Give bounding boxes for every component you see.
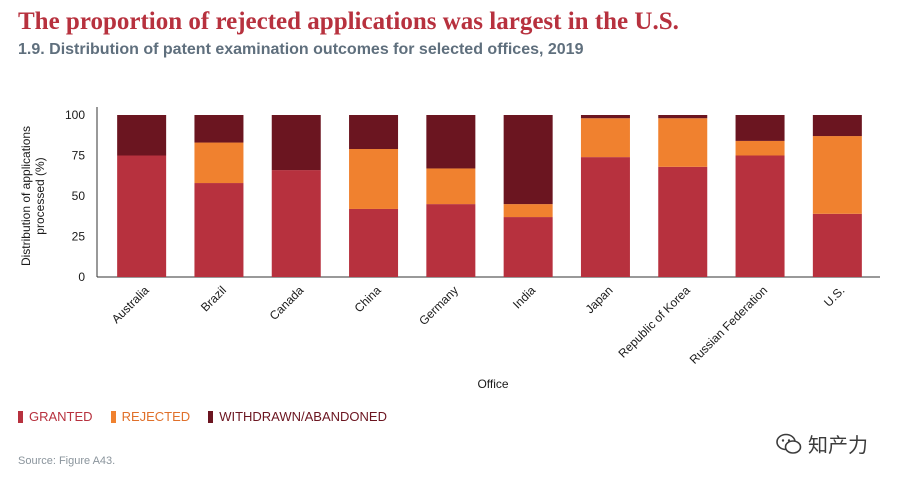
x-axis-label: Office	[477, 377, 508, 391]
legend-item-rejected: REJECTED	[110, 409, 191, 424]
x-tick-label-india: India	[510, 283, 539, 312]
y-tick-label-100: 100	[65, 108, 85, 122]
bar-japan-withdrawn-abandoned	[580, 115, 630, 119]
x-tick-label-china: China	[352, 283, 384, 315]
bar-u-s-withdrawn-abandoned	[812, 115, 862, 137]
source-note: Source: Figure A43.	[18, 455, 116, 467]
bar-brazil-withdrawn-abandoned	[194, 115, 244, 143]
x-tick-label-brazil: Brazil	[198, 283, 229, 314]
bar-japan-granted	[580, 157, 630, 277]
bar-germany-rejected	[426, 168, 476, 205]
bar-u-s-granted	[812, 213, 862, 277]
bar-republic-of-korea-granted	[658, 166, 708, 277]
bar-china-withdrawn-abandoned	[349, 115, 399, 150]
bar-india-granted	[503, 217, 553, 277]
y-axis-label-line2: processed (%)	[33, 157, 47, 234]
bar-india-rejected	[503, 204, 553, 218]
bar-u-s-rejected	[812, 136, 862, 214]
watermark: 知产力	[776, 429, 868, 458]
legend-swatch-rejected	[110, 410, 116, 423]
legend-label-granted: GRANTED	[29, 409, 93, 424]
bar-germany-granted	[426, 204, 476, 277]
legend-swatch-withdrawn	[208, 410, 214, 423]
chart-headline: The proportion of rejected applications …	[18, 8, 679, 35]
x-tick-label-japan: Japan	[583, 283, 616, 316]
x-tick-label-u-s: U.S.	[821, 283, 847, 309]
bar-germany-withdrawn-abandoned	[426, 115, 476, 169]
bar-canada-withdrawn-abandoned	[271, 115, 321, 171]
y-axis-label-line1: Distribution of applications	[19, 126, 33, 266]
bar-russian-federation-withdrawn-abandoned	[735, 115, 785, 141]
bar-brazil-rejected	[194, 142, 244, 184]
y-tick-label-25: 25	[72, 230, 86, 244]
wechat-icon	[776, 433, 802, 454]
x-tick-label-canada: Canada	[267, 283, 307, 323]
x-tick-label-russian-federation: Russian Federation	[687, 283, 770, 366]
bar-australia-withdrawn-abandoned	[117, 115, 167, 156]
legend-label-rejected: REJECTED	[121, 409, 191, 424]
x-tick-label-australia: Australia	[109, 283, 152, 326]
legend-item-granted: GRANTED	[18, 409, 93, 424]
bar-india-withdrawn-abandoned	[503, 115, 553, 205]
bar-china-granted	[349, 208, 399, 277]
y-tick-label-50: 50	[72, 189, 86, 203]
x-tick-label-republic-of-korea: Republic of Korea	[616, 283, 694, 361]
legend-label-withdrawn: WITHDRAWN/ABANDONED	[219, 409, 387, 424]
bar-canada-granted	[271, 170, 321, 277]
x-tick-label-germany: Germany	[416, 283, 461, 328]
legend-item-withdrawn: WITHDRAWN/ABANDONED	[208, 409, 387, 424]
chart-legend: GRANTED REJECTED WITHDRAWN/ABANDONED	[18, 409, 387, 424]
bar-republic-of-korea-withdrawn-abandoned	[658, 115, 708, 119]
bar-australia-granted	[117, 155, 167, 277]
chart-subtitle: 1.9. Distribution of patent examination …	[18, 41, 584, 58]
legend-swatch-granted	[18, 410, 23, 423]
bar-brazil-granted	[194, 183, 244, 277]
bar-china-rejected	[349, 149, 399, 209]
bar-russian-federation-granted	[735, 155, 785, 277]
y-tick-label-0: 0	[78, 270, 85, 284]
y-tick-label-75: 75	[72, 149, 86, 163]
bar-republic-of-korea-rejected	[658, 118, 708, 167]
watermark-text: 知产力	[808, 435, 868, 457]
bar-japan-rejected	[580, 118, 630, 158]
bar-russian-federation-rejected	[735, 140, 785, 156]
stacked-bar-chart: 0 25 50 75 100 Distribution of applications pr…	[19, 107, 880, 391]
